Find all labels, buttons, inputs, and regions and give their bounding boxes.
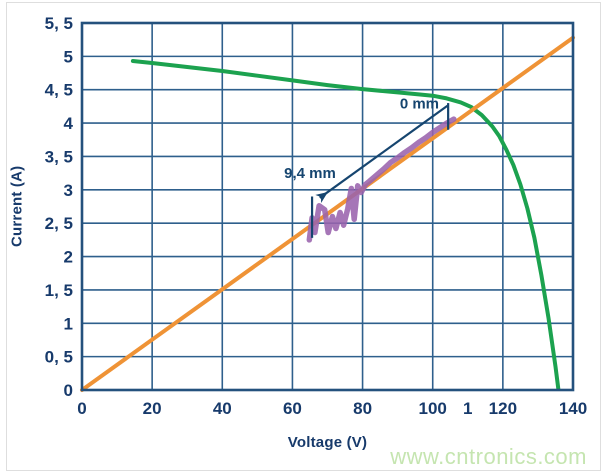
x-tick-label: 80 [353, 399, 372, 418]
y-tick-label: 3, 5 [45, 147, 73, 166]
x-tick-label: 120 [489, 399, 517, 418]
x-tick-label: 140 [559, 399, 587, 418]
x-tick-label: 20 [143, 399, 162, 418]
watermark-text: www.cntronics.com [390, 444, 587, 469]
plot-border-rect [80, 21, 575, 392]
y-axis-title: Current (A) [8, 165, 26, 248]
tick-labels: 0 0, 5 1 1, 5 2 2, 5 3 3, 5 4 4, 5 5 5, 5 0 20 40 60 80 1… [45, 14, 588, 418]
data-series [80, 35, 575, 392]
y-tick-label: 1 [64, 314, 73, 333]
annotation-layer: 0 mm 9,4 mm [284, 95, 450, 238]
y-tick-label: 5, 5 [45, 14, 73, 33]
x-axis-title: Voltage (V) [287, 434, 368, 451]
x-tick-label: 60 [283, 399, 302, 418]
annotation-0mm: 0 mm [400, 95, 439, 112]
y-tick-label: 1, 5 [45, 281, 73, 300]
y-tick-label: 0, 5 [45, 348, 73, 367]
y-tick-label: 2, 5 [45, 214, 73, 233]
y-tick-label: 0 [64, 381, 73, 400]
plot-border [80, 21, 575, 392]
solar-panel-iv-curve [130, 59, 561, 391]
displacement-arrow [315, 104, 449, 204]
y-tick-label: 4 [64, 114, 74, 133]
y-tick-label: 4, 5 [45, 81, 73, 100]
x-tick-label: 1 [463, 399, 472, 418]
y-tick-label: 3 [64, 181, 73, 200]
y-tick-label: 5 [64, 47, 73, 66]
y-tick-label: 2 [64, 248, 73, 267]
annotation-94mm: 9,4 mm [284, 165, 336, 182]
mppt-measurement-trace [306, 116, 457, 243]
x-tick-label: 40 [213, 399, 232, 418]
x-tick-label: 100 [419, 399, 447, 418]
x-tick-label: 0 [77, 399, 86, 418]
